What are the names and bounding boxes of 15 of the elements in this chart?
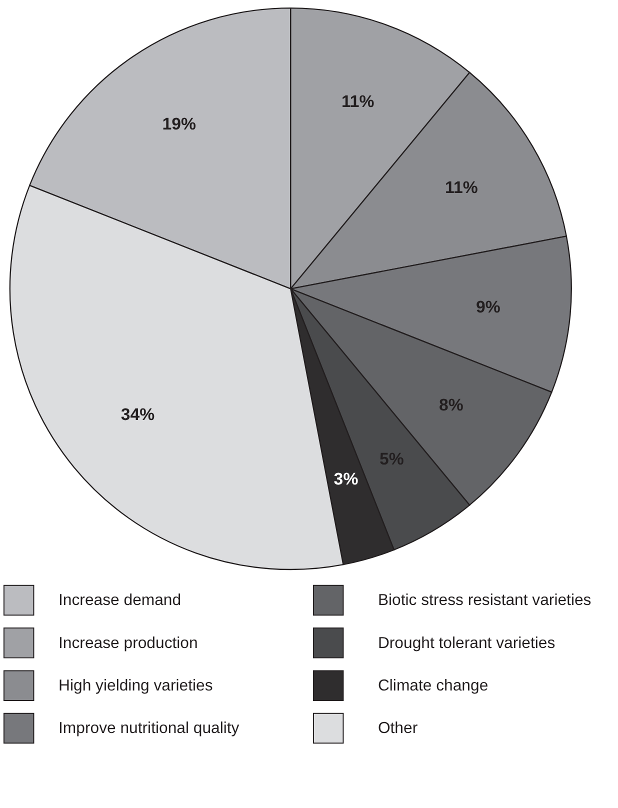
- data-label: 11%: [445, 178, 478, 197]
- legend-label: High yielding varieties: [58, 678, 213, 695]
- legend-label: Biotic stress resistant varieties: [378, 592, 592, 610]
- data-label: 8%: [438, 395, 464, 414]
- legend-label: Increase production: [58, 634, 198, 652]
- data-label: 9%: [476, 297, 500, 316]
- data-label: 3%: [334, 469, 358, 488]
- legend-label: Climate change: [378, 678, 488, 695]
- legend-label: Drought tolerant varieties: [378, 634, 556, 652]
- data-label: 11%: [341, 92, 374, 112]
- legend-label: Improve nutritional quality: [58, 720, 240, 738]
- data-label: 19%: [162, 114, 196, 134]
- legend-label: Increase demand: [58, 592, 182, 610]
- legend-label: Other: [378, 720, 418, 738]
- data-label: 34%: [120, 405, 155, 424]
